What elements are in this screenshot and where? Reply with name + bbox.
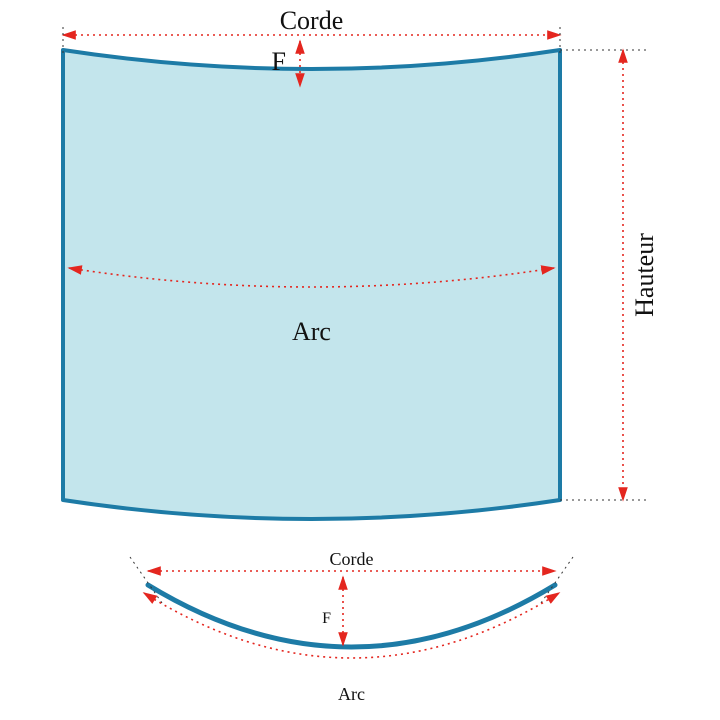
label-f-top: F (272, 47, 286, 76)
label-arc-top: Arc (292, 317, 331, 346)
label-arc-bot: Arc (338, 684, 365, 704)
ext-bl (130, 557, 162, 603)
ext-br (541, 557, 573, 603)
curved-glass-panel (63, 50, 560, 519)
label-f-bot: F (322, 610, 331, 627)
label-hauteur: Hauteur (630, 233, 659, 317)
label-corde-top: Corde (280, 6, 344, 35)
label-corde-bot: Corde (330, 549, 374, 569)
section-arc (148, 585, 555, 647)
